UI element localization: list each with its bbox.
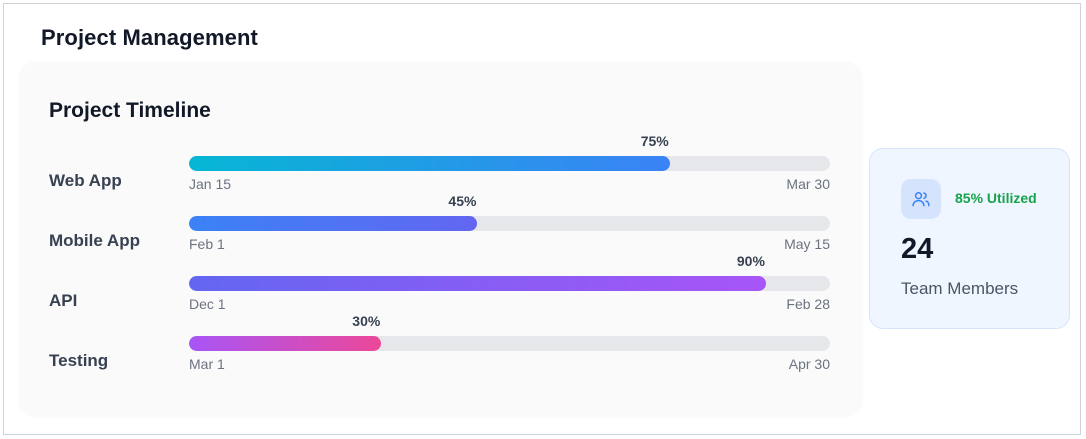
timeline-row-testing: Testing 30% Mar 1 Apr 30 — [19, 309, 862, 372]
progress-track — [189, 336, 830, 351]
timeline-row-mobile-app: Mobile App 45% Feb 1 May 15 — [19, 189, 862, 252]
users-icon — [901, 179, 941, 219]
dashboard-frame: Project Management Project Timeline Web … — [3, 3, 1081, 435]
progress-percent: 45% — [448, 193, 477, 209]
project-name: Testing — [49, 351, 109, 370]
end-date: Mar 30 — [786, 176, 830, 192]
project-name: Web App — [49, 171, 122, 190]
start-date: Mar 1 — [189, 356, 225, 372]
progress-track — [189, 276, 830, 291]
end-date: Apr 30 — [788, 356, 830, 372]
start-date: Feb 1 — [189, 236, 225, 252]
team-label: Team Members — [901, 279, 1019, 298]
progress-track — [189, 156, 830, 171]
project-timeline-card: Project Timeline Web App 75% Jan 15 Mar … — [19, 62, 862, 415]
card-title: Project Timeline — [49, 99, 211, 122]
project-name: Mobile App — [49, 231, 140, 250]
progress-percent: 90% — [736, 253, 765, 269]
team-count: 24 — [901, 233, 934, 265]
progress-percent: 75% — [640, 133, 669, 149]
team-members-card: 85% Utilized 24 Team Members — [869, 148, 1070, 329]
start-date: Dec 1 — [189, 296, 226, 312]
end-date: May 15 — [784, 236, 830, 252]
timeline-row-api: API 90% Dec 1 Feb 28 — [19, 249, 862, 312]
end-date: Feb 28 — [786, 296, 830, 312]
progress-percent: 30% — [352, 313, 381, 329]
utilization-badge: 85% Utilized — [955, 190, 1037, 206]
timeline-row-web-app: Web App 75% Jan 15 Mar 30 — [19, 129, 862, 192]
progress-fill — [189, 336, 382, 351]
progress-fill — [189, 156, 670, 171]
start-date: Jan 15 — [189, 176, 232, 192]
progress-fill — [189, 216, 478, 231]
page-title: Project Management — [41, 25, 258, 50]
project-name: API — [49, 291, 78, 310]
progress-fill — [189, 276, 766, 291]
progress-track — [189, 216, 830, 231]
